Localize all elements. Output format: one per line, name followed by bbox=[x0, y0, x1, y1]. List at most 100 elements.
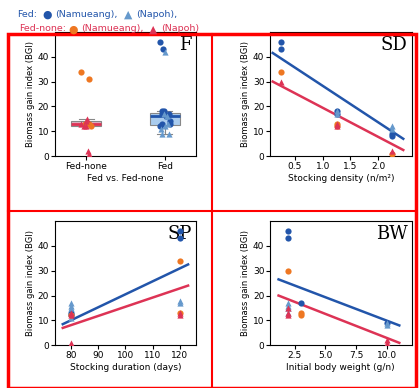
X-axis label: Initial body weight (g/n): Initial body weight (g/n) bbox=[286, 363, 395, 372]
Point bbox=[88, 123, 94, 130]
Point bbox=[389, 126, 396, 132]
Y-axis label: Biomass gain index (BGI): Biomass gain index (BGI) bbox=[26, 41, 35, 147]
Text: Fed:: Fed: bbox=[17, 10, 37, 19]
Point bbox=[166, 118, 173, 125]
Point bbox=[158, 131, 165, 137]
Point bbox=[278, 69, 284, 75]
Point bbox=[83, 116, 90, 122]
Point bbox=[333, 111, 340, 117]
Point bbox=[383, 320, 390, 326]
Text: BW: BW bbox=[375, 225, 407, 242]
Text: ●: ● bbox=[68, 24, 78, 35]
Point bbox=[83, 118, 89, 125]
Point bbox=[68, 340, 74, 346]
Text: Fed-none:: Fed-none: bbox=[19, 24, 66, 33]
Point bbox=[164, 121, 171, 127]
Point bbox=[68, 305, 74, 311]
Y-axis label: Biomass gain index (BGI): Biomass gain index (BGI) bbox=[241, 230, 250, 336]
Point bbox=[176, 310, 183, 316]
PathPatch shape bbox=[150, 113, 180, 125]
Point bbox=[68, 302, 74, 308]
Point bbox=[158, 108, 165, 114]
Text: ▲: ▲ bbox=[124, 10, 132, 20]
Text: (Namueang),: (Namueang), bbox=[81, 24, 143, 33]
Point bbox=[333, 108, 340, 114]
Point bbox=[285, 228, 292, 234]
Point bbox=[83, 123, 89, 130]
Point bbox=[166, 111, 173, 117]
Point bbox=[68, 312, 74, 319]
Point bbox=[389, 131, 396, 137]
Point bbox=[85, 121, 92, 127]
Point bbox=[383, 322, 390, 329]
Point bbox=[85, 148, 92, 154]
Point bbox=[285, 312, 292, 319]
Point bbox=[68, 310, 74, 316]
Point bbox=[278, 78, 284, 85]
Point bbox=[389, 151, 396, 157]
Point bbox=[78, 121, 85, 127]
Text: (Napoh): (Napoh) bbox=[161, 24, 199, 33]
Point bbox=[157, 39, 163, 45]
Point bbox=[166, 121, 173, 127]
Text: F: F bbox=[179, 36, 192, 54]
Point bbox=[389, 133, 396, 139]
Point bbox=[383, 320, 390, 326]
Point bbox=[86, 151, 93, 157]
X-axis label: Stocking density (n/m²): Stocking density (n/m²) bbox=[288, 173, 394, 183]
Point bbox=[163, 113, 169, 120]
Point bbox=[158, 121, 165, 127]
Point bbox=[389, 148, 396, 154]
Point bbox=[297, 300, 304, 306]
Text: ▲: ▲ bbox=[149, 24, 158, 35]
Point bbox=[333, 123, 340, 130]
Point bbox=[162, 123, 168, 130]
Point bbox=[68, 310, 74, 316]
Point bbox=[176, 235, 183, 241]
Point bbox=[383, 340, 390, 346]
Point bbox=[156, 123, 163, 130]
Point bbox=[333, 108, 340, 114]
Text: (Namueang),: (Namueang), bbox=[55, 10, 118, 19]
Point bbox=[285, 235, 292, 241]
Point bbox=[176, 298, 183, 304]
Point bbox=[163, 113, 170, 120]
Point bbox=[297, 312, 304, 319]
Point bbox=[285, 305, 292, 311]
Point bbox=[82, 121, 89, 127]
Point bbox=[86, 76, 92, 82]
X-axis label: Fed vs. Fed-none: Fed vs. Fed-none bbox=[87, 173, 164, 183]
Y-axis label: Biomass gain index (BGI): Biomass gain index (BGI) bbox=[26, 230, 35, 336]
Text: SP: SP bbox=[168, 225, 192, 242]
Point bbox=[333, 111, 340, 117]
Point bbox=[158, 126, 164, 132]
Point bbox=[383, 337, 390, 343]
Point bbox=[176, 300, 183, 306]
Point bbox=[285, 268, 292, 274]
Point bbox=[68, 300, 74, 306]
Text: ●: ● bbox=[43, 10, 52, 20]
Point bbox=[162, 48, 169, 55]
Point bbox=[285, 302, 292, 308]
Point bbox=[161, 108, 168, 114]
Point bbox=[389, 123, 396, 130]
Point bbox=[333, 121, 340, 127]
Point bbox=[285, 305, 292, 311]
Point bbox=[176, 258, 183, 264]
PathPatch shape bbox=[71, 121, 101, 126]
Point bbox=[68, 312, 74, 319]
Point bbox=[176, 312, 183, 319]
Point bbox=[176, 310, 183, 316]
Point bbox=[285, 310, 292, 316]
Point bbox=[297, 310, 304, 316]
Point bbox=[78, 69, 85, 75]
Point bbox=[161, 111, 168, 117]
Point bbox=[333, 123, 340, 130]
Point bbox=[166, 131, 173, 137]
Point bbox=[159, 111, 166, 117]
Point bbox=[333, 121, 340, 127]
Point bbox=[278, 39, 284, 45]
Text: (Napoh),: (Napoh), bbox=[136, 10, 177, 19]
X-axis label: Stocking duration (days): Stocking duration (days) bbox=[70, 363, 181, 372]
Point bbox=[278, 46, 284, 52]
